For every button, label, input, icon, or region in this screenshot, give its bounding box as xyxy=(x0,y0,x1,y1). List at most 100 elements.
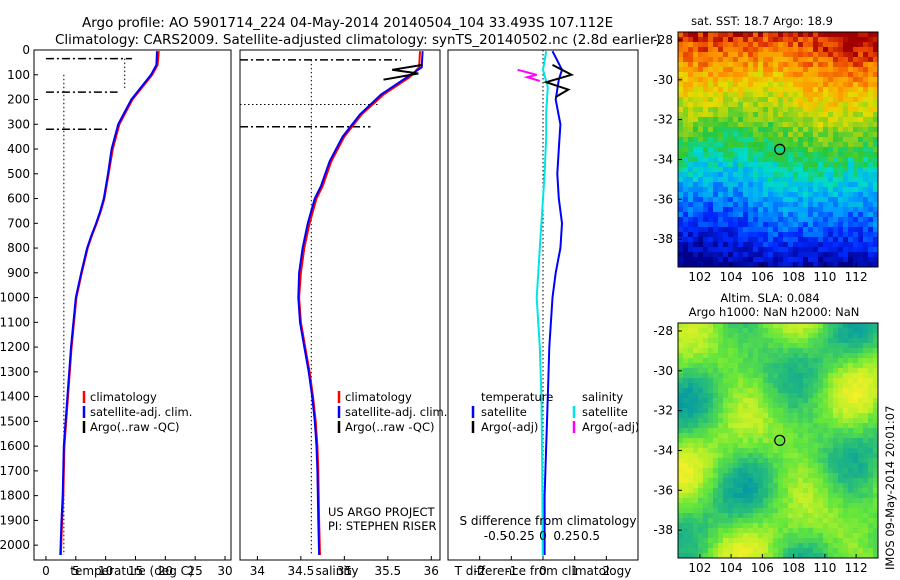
heatmap-cell xyxy=(718,197,724,203)
heatmap-cell xyxy=(798,67,804,73)
heatmap-cell xyxy=(843,458,849,464)
map-x-tick-label: 108 xyxy=(782,270,805,284)
heatmap-cell xyxy=(688,548,694,554)
heatmap-cell xyxy=(858,227,864,233)
heatmap-cell xyxy=(843,217,849,223)
heatmap-cell xyxy=(828,433,834,439)
heatmap-cell xyxy=(713,212,719,218)
heatmap-cell xyxy=(823,458,829,464)
heatmap-cell xyxy=(858,393,864,399)
heatmap-cell xyxy=(853,92,859,98)
x-tick-label: 20 xyxy=(158,564,173,578)
heatmap-cell xyxy=(793,82,799,88)
heatmap-cell xyxy=(723,483,729,489)
heatmap-cell xyxy=(718,72,724,78)
heatmap-cell xyxy=(838,393,844,399)
heatmap-cell xyxy=(708,493,714,499)
heatmap-cell xyxy=(863,247,869,253)
heatmap-cell xyxy=(723,132,729,138)
heatmap-cell xyxy=(848,202,854,208)
heatmap-cell xyxy=(733,187,739,193)
heatmap-cell xyxy=(708,448,714,454)
heatmap-cell xyxy=(678,418,684,424)
heatmap-cell xyxy=(738,82,744,88)
heatmap-cell xyxy=(803,232,809,238)
heatmap-cell xyxy=(863,77,869,83)
heatmap-cell xyxy=(823,413,829,419)
heatmap-cell xyxy=(683,107,689,113)
heatmap-cell xyxy=(833,353,839,359)
heatmap-cell xyxy=(738,418,744,424)
heatmap-cell xyxy=(838,177,844,183)
heatmap-cell xyxy=(733,242,739,248)
heatmap-cell xyxy=(818,478,824,484)
heatmap-cell xyxy=(688,348,694,354)
heatmap-cell xyxy=(788,217,794,223)
heatmap-cell xyxy=(818,418,824,424)
heatmap-cell xyxy=(828,488,834,494)
heatmap-cell xyxy=(733,368,739,374)
heatmap-cell xyxy=(768,252,774,258)
heatmap-cell xyxy=(723,478,729,484)
heatmap-cell xyxy=(823,122,829,128)
heatmap-cell xyxy=(798,413,804,419)
heatmap-cell xyxy=(803,538,809,544)
heatmap-cell xyxy=(848,488,854,494)
heatmap-cell xyxy=(718,192,724,198)
map-x-tick-label: 110 xyxy=(813,561,836,575)
heatmap-cell xyxy=(678,127,684,133)
heatmap-cell xyxy=(793,538,799,544)
heatmap-cell xyxy=(698,443,704,449)
heatmap-cell xyxy=(848,47,854,53)
heatmap-cell xyxy=(833,252,839,258)
heatmap-cell xyxy=(788,493,794,499)
heatmap-cell xyxy=(773,162,779,168)
heatmap-cell xyxy=(833,137,839,143)
heatmap-cell xyxy=(853,348,859,354)
heatmap-cell xyxy=(693,483,699,489)
heatmap-cell xyxy=(723,247,729,253)
heatmap-cell xyxy=(798,137,804,143)
heatmap-cell xyxy=(733,202,739,208)
heatmap-cell xyxy=(718,533,724,539)
heatmap-cell xyxy=(758,543,764,549)
heatmap-cell xyxy=(868,222,874,228)
heatmap-cell xyxy=(703,37,709,43)
heatmap-cell xyxy=(693,353,699,359)
heatmap-cell xyxy=(758,358,764,364)
heatmap-cell xyxy=(768,353,774,359)
heatmap-cell xyxy=(858,453,864,459)
heatmap-cell xyxy=(853,428,859,434)
heatmap-cell xyxy=(763,443,769,449)
heatmap-cell xyxy=(778,423,784,429)
heatmap-cell xyxy=(718,383,724,389)
heatmap-cell xyxy=(763,503,769,509)
heatmap-cell xyxy=(683,328,689,334)
heatmap-cell xyxy=(753,448,759,454)
heatmap-cell xyxy=(828,503,834,509)
heatmap-cell xyxy=(763,343,769,349)
heatmap-cell xyxy=(688,67,694,73)
heatmap-cell xyxy=(698,533,704,539)
heatmap-cell xyxy=(838,67,844,73)
heatmap-cell xyxy=(713,358,719,364)
heatmap-cell xyxy=(788,112,794,118)
heatmap-cell xyxy=(703,433,709,439)
heatmap-cell xyxy=(733,137,739,143)
heatmap-cell xyxy=(823,192,829,198)
heatmap-cell xyxy=(798,473,804,479)
heatmap-cell xyxy=(778,207,784,213)
heatmap-cell xyxy=(758,373,764,379)
heatmap-cell xyxy=(773,87,779,93)
heatmap-cell xyxy=(828,468,834,474)
heatmap-cell xyxy=(713,187,719,193)
heatmap-cell xyxy=(768,137,774,143)
heatmap-cell xyxy=(683,262,689,268)
heatmap-cell xyxy=(868,403,874,409)
heatmap-cell xyxy=(783,57,789,63)
heatmap-cell xyxy=(703,483,709,489)
heatmap-cell xyxy=(818,363,824,369)
heatmap-cell xyxy=(853,217,859,223)
heatmap-cell xyxy=(863,328,869,334)
heatmap-cell xyxy=(853,157,859,163)
